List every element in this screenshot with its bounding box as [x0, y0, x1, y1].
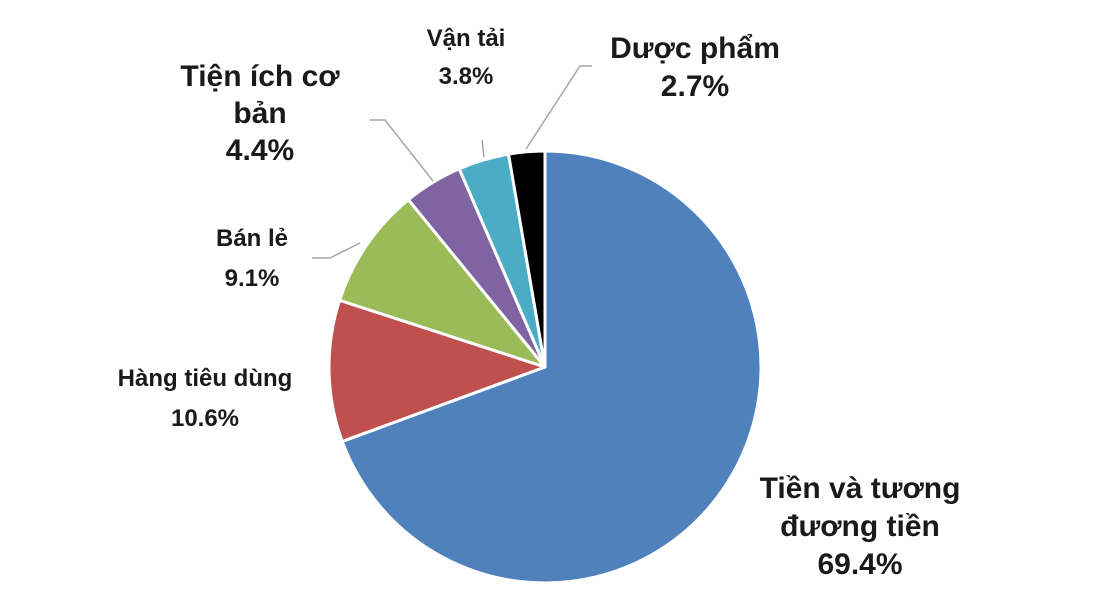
leader-line-duoc-pham: [525, 65, 592, 150]
pie-slice-ban-le: [338, 198, 547, 369]
data-label-value: 69.4%: [817, 548, 902, 581]
leader-line-tien-ich-co-ban: [370, 119, 434, 182]
data-label-ban-le: Bán lẻ 9.1%: [216, 225, 288, 292]
data-label-van-tai: Vận tải 3.8%: [427, 25, 506, 90]
data-label-value: 2.7%: [661, 70, 729, 103]
data-label-category: Tiền và tương: [760, 472, 961, 505]
data-label-category: Vận tải: [427, 25, 506, 52]
data-label-tien-va-tuong-duong-tien: Tiền và tương đương tiền 69.4%: [760, 472, 961, 581]
data-label-category: Hàng tiêu dùng: [118, 365, 293, 392]
data-label-hang-tieu-dung: Hàng tiêu dùng 10.6%: [118, 365, 293, 432]
data-label-duoc-pham: Dược phẩm 2.7%: [610, 32, 780, 103]
pie-slice-tien-va-tuong-duong-tien: [340, 149, 763, 585]
data-label-value: 9.1%: [225, 265, 280, 292]
leader-line-ban-le: [312, 242, 361, 259]
leader-lines: [312, 65, 592, 259]
data-label-category: đương tiền: [780, 510, 940, 543]
data-label-category: Tiện ích cơ: [180, 60, 340, 93]
pie-slice-duoc-pham: [507, 149, 547, 369]
data-label-value: 4.4%: [226, 134, 294, 167]
pie-slices: [327, 149, 763, 585]
data-label-value: 3.8%: [439, 63, 494, 90]
data-label-value: 10.6%: [171, 405, 239, 432]
pie-slice-hang-tieu-dung: [327, 298, 547, 443]
data-labels: Tiền và tương đương tiền 69.4% Hàng tiêu dù…: [118, 25, 961, 581]
leader-line-van-tai: [481, 139, 485, 158]
data-label-category: Bán lẻ: [216, 225, 288, 252]
data-label-category: bản: [233, 97, 286, 130]
data-label-category: Dược phẩm: [610, 32, 780, 65]
data-label-tien-ich-co-ban: Tiện ích cơ bản 4.4%: [180, 60, 340, 167]
